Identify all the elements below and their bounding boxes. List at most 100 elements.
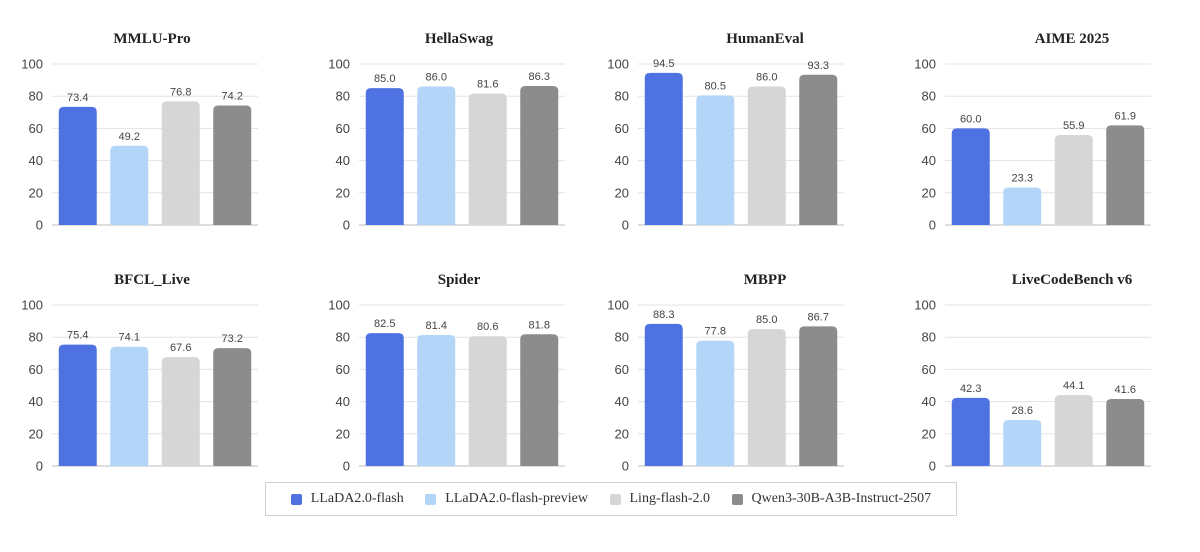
bar — [747, 329, 786, 466]
chart-spider: Spider 0 20 40 60 80 100 82.5 81.4 80.6 81.8 — [328, 272, 565, 474]
bar — [1106, 125, 1145, 225]
bar — [747, 86, 786, 225]
y-tick-label: 60 — [922, 362, 936, 377]
y-tick-label: 80 — [29, 89, 43, 104]
legend-label: LLaDA2.0-flash — [310, 491, 404, 506]
bar — [110, 145, 149, 225]
legend-label: Qwen3-30B-A3B-Instruct-2507 — [751, 491, 932, 506]
y-tick-label: 0 — [622, 459, 629, 474]
chart-hellaswag: HellaSwag 0 20 40 60 80 100 85.0 86.0 81.6 86.3 — [328, 31, 565, 233]
bar — [468, 336, 507, 466]
legend-label: LLaDA2.0-flash-preview — [445, 491, 588, 506]
chart-title: HumanEval — [726, 31, 804, 47]
data-label: 28.6 — [1012, 405, 1033, 417]
bar — [951, 128, 990, 225]
y-tick-label: 40 — [29, 394, 43, 409]
bar — [1106, 399, 1145, 466]
bar — [520, 86, 559, 225]
chart-livecodebench-v6: LiveCodeBench v6 0 20 40 60 80 100 42.3 28.6 44.1… — [914, 272, 1151, 474]
y-tick-label: 40 — [922, 394, 936, 409]
y-tick-label: 80 — [615, 330, 629, 345]
data-label: 85.0 — [756, 314, 777, 326]
bar — [799, 74, 838, 225]
data-label: 73.4 — [67, 92, 88, 104]
data-label: 86.0 — [426, 72, 447, 84]
bar — [213, 105, 252, 225]
y-tick-label: 100 — [21, 57, 43, 72]
bar — [365, 333, 404, 466]
y-tick-label: 20 — [336, 426, 350, 441]
bar — [110, 346, 149, 466]
chart-humaneval: HumanEval 0 20 40 60 80 100 94.5 80.5 86.0 93.3 — [607, 31, 844, 233]
chart-aime-2025: AIME 2025 0 20 40 60 80 100 60.0 23.3 55.9 61.9 — [914, 31, 1151, 233]
data-label: 80.6 — [477, 321, 498, 333]
data-label: 42.3 — [960, 383, 981, 395]
legend-item-ling-flash: Ling-flash-2.0 — [609, 491, 710, 507]
chart-title: Spider — [438, 272, 481, 288]
y-tick-label: 80 — [29, 330, 43, 345]
y-tick-label: 80 — [615, 89, 629, 104]
legend-swatch-icon — [425, 493, 437, 505]
bar — [161, 357, 200, 466]
bar — [1054, 394, 1093, 466]
y-tick-label: 20 — [29, 426, 43, 441]
data-label: 86.0 — [756, 72, 777, 84]
chart-title: HellaSwag — [425, 31, 494, 47]
data-label: 67.6 — [170, 342, 191, 354]
data-label: 85.0 — [374, 73, 395, 85]
bar — [58, 106, 97, 225]
y-tick-label: 60 — [336, 362, 350, 377]
y-tick-label: 100 — [21, 298, 43, 313]
y-tick-label: 0 — [36, 459, 43, 474]
chart-title: LiveCodeBench v6 — [1012, 272, 1133, 288]
y-tick-label: 80 — [922, 330, 936, 345]
y-tick-label: 0 — [36, 218, 43, 233]
legend-swatch-icon — [731, 493, 743, 505]
bar — [951, 397, 990, 466]
y-tick-label: 60 — [922, 121, 936, 136]
chart-mbpp: MBPP 0 20 40 60 80 100 88.3 77.8 85.0 86.7 — [607, 272, 844, 474]
y-tick-label: 60 — [29, 121, 43, 136]
data-label: 23.3 — [1012, 172, 1033, 184]
y-tick-label: 40 — [922, 153, 936, 168]
bar — [799, 326, 838, 466]
y-tick-label: 60 — [29, 362, 43, 377]
data-label: 74.2 — [222, 91, 243, 103]
chart-title: BFCL_Live — [114, 272, 190, 288]
y-tick-label: 100 — [607, 57, 629, 72]
data-label: 41.6 — [1115, 384, 1136, 396]
y-tick-label: 60 — [336, 121, 350, 136]
y-tick-label: 20 — [615, 426, 629, 441]
bar — [365, 88, 404, 226]
y-tick-label: 40 — [615, 394, 629, 409]
bar — [520, 334, 559, 466]
y-tick-label: 20 — [29, 185, 43, 200]
chart-bfcl-live: BFCL_Live 0 20 40 60 80 100 75.4 74.1 67.6 73.2 — [21, 272, 258, 474]
data-label: 86.3 — [529, 71, 550, 83]
bar — [468, 93, 507, 226]
y-tick-label: 80 — [336, 89, 350, 104]
chart-title: MMLU-Pro — [113, 31, 190, 47]
bar — [696, 95, 735, 226]
chart-mmlu-pro: MMLU-Pro 0 20 40 60 80 100 73.4 49.2 76.8 74.2 — [21, 31, 258, 233]
legend-swatch-icon — [290, 493, 302, 505]
chart-title: MBPP — [744, 272, 787, 288]
y-tick-label: 100 — [914, 298, 936, 313]
bar — [1003, 187, 1042, 225]
data-label: 82.5 — [374, 318, 395, 330]
data-label: 81.6 — [477, 79, 498, 91]
y-tick-label: 100 — [914, 57, 936, 72]
data-label: 55.9 — [1063, 120, 1084, 132]
y-tick-label: 100 — [328, 298, 350, 313]
bar — [213, 348, 252, 466]
y-tick-label: 80 — [922, 89, 936, 104]
data-label: 76.8 — [170, 86, 191, 98]
legend-label: Ling-flash-2.0 — [629, 491, 710, 506]
y-tick-label: 80 — [336, 330, 350, 345]
data-label: 61.9 — [1115, 110, 1136, 122]
data-label: 93.3 — [808, 60, 829, 72]
legend: LLaDA2.0-flash LLaDA2.0-flash-preview Li… — [265, 482, 957, 516]
data-label: 75.4 — [67, 330, 88, 342]
bar — [417, 86, 456, 225]
legend-item-qwen3: Qwen3-30B-A3B-Instruct-2507 — [731, 491, 932, 507]
